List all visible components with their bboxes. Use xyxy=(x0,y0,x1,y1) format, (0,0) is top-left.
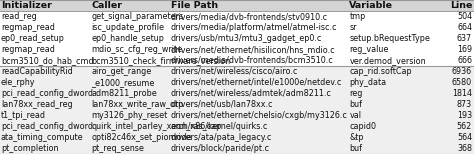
Text: my3126_phy_reset: my3126_phy_reset xyxy=(91,111,167,120)
Text: 564: 564 xyxy=(457,133,472,142)
Text: phy_data: phy_data xyxy=(349,78,386,87)
Bar xyxy=(0,110,474,121)
Text: 6936: 6936 xyxy=(452,67,472,76)
Text: tmp: tmp xyxy=(349,12,365,21)
Text: pci_read_config_dword: pci_read_config_dword xyxy=(1,122,93,131)
Text: drivers/net/wireless/admtek/adm8211.c: drivers/net/wireless/admtek/adm8211.c xyxy=(171,89,331,98)
Text: cap_rid.softCap: cap_rid.softCap xyxy=(349,67,412,76)
Text: buf: buf xyxy=(349,144,362,153)
Text: drivers/block/paride/pt.c: drivers/block/paride/pt.c xyxy=(171,144,270,153)
Bar xyxy=(0,44,474,55)
Text: drivers/net/usb/lan78xx.c: drivers/net/usb/lan78xx.c xyxy=(171,100,273,109)
Text: 666: 666 xyxy=(457,56,472,65)
Text: ata_timing_compute: ata_timing_compute xyxy=(1,133,83,142)
Text: read_reg: read_reg xyxy=(1,12,36,21)
Text: pt_completion: pt_completion xyxy=(1,144,58,153)
Text: get_signal_parameters: get_signal_parameters xyxy=(91,12,183,21)
Text: lan78xx_write_raw_otp: lan78xx_write_raw_otp xyxy=(91,100,183,109)
Text: drivers/usb/mtu3/mtu3_gadget_ep0.c: drivers/usb/mtu3/mtu3_gadget_ep0.c xyxy=(171,34,322,43)
Text: 1814: 1814 xyxy=(452,89,472,98)
Bar xyxy=(0,0,474,11)
Text: drivers/net/ethernet/intel/e1000e/netdev.c: drivers/net/ethernet/intel/e1000e/netdev… xyxy=(171,78,342,87)
Text: val: val xyxy=(349,111,361,120)
Bar xyxy=(0,143,474,154)
Text: drivers/media/platform/atmel/atmel-isc.c: drivers/media/platform/atmel/atmel-isc.c xyxy=(171,23,337,32)
Text: t1_tpi_read: t1_tpi_read xyxy=(1,111,46,120)
Text: 637: 637 xyxy=(457,34,472,43)
Bar xyxy=(0,77,474,88)
Bar xyxy=(0,99,474,110)
Text: ver.demod_version: ver.demod_version xyxy=(349,56,426,65)
Text: ep0_handle_setup: ep0_handle_setup xyxy=(91,34,164,43)
Bar xyxy=(0,121,474,132)
Bar xyxy=(0,88,474,99)
Text: mdio_sc_cfg_reg_write: mdio_sc_cfg_reg_write xyxy=(91,45,182,54)
Text: 504: 504 xyxy=(457,12,472,21)
Bar xyxy=(0,33,474,44)
Text: 562: 562 xyxy=(457,122,472,131)
Text: &tp: &tp xyxy=(349,133,364,142)
Bar xyxy=(0,22,474,33)
Text: capid0: capid0 xyxy=(349,122,376,131)
Text: drivers/net/ethernet/chelsio/cxgb/my3126.c: drivers/net/ethernet/chelsio/cxgb/my3126… xyxy=(171,111,347,120)
Text: arch/x86/kernel/quirks.c: arch/x86/kernel/quirks.c xyxy=(171,122,268,131)
Bar xyxy=(0,55,474,66)
Text: bcm3510_check_firmware_version: bcm3510_check_firmware_version xyxy=(91,56,230,65)
Text: regmap_read: regmap_read xyxy=(1,45,55,54)
Text: bcm3510_do_hab_cmd: bcm3510_do_hab_cmd xyxy=(1,56,93,65)
Text: File Path: File Path xyxy=(171,1,218,10)
Bar xyxy=(0,132,474,143)
Text: 368: 368 xyxy=(457,144,472,153)
Text: reg: reg xyxy=(349,89,363,98)
Text: airo_get_range: airo_get_range xyxy=(91,67,151,76)
Text: drivers/net/ethernet/hisilicon/hns_mdio.c: drivers/net/ethernet/hisilicon/hns_mdio.… xyxy=(171,45,335,54)
Text: ep0_read_setup: ep0_read_setup xyxy=(1,34,65,43)
Text: drivers/media/dvb-frontends/stv0910.c: drivers/media/dvb-frontends/stv0910.c xyxy=(171,12,328,21)
Text: isc_update_profile: isc_update_profile xyxy=(91,23,164,32)
Text: opti82c46x_set_piomode: opti82c46x_set_piomode xyxy=(91,133,191,142)
Text: Initializer: Initializer xyxy=(1,1,52,10)
Bar xyxy=(0,66,474,77)
Text: quirk_intel_parley_xeon_ras_cap: quirk_intel_parley_xeon_ras_cap xyxy=(91,122,221,131)
Text: drivers/media/dvb-frontends/bcm3510.c: drivers/media/dvb-frontends/bcm3510.c xyxy=(171,56,333,65)
Text: drivers/net/wireless/cisco/airo.c: drivers/net/wireless/cisco/airo.c xyxy=(171,67,298,76)
Text: buf: buf xyxy=(349,100,362,109)
Text: 169: 169 xyxy=(457,45,472,54)
Bar xyxy=(0,11,474,22)
Text: pt_req_sense: pt_req_sense xyxy=(91,144,144,153)
Text: lan78xx_read_reg: lan78xx_read_reg xyxy=(1,100,73,109)
Text: adm8211_probe: adm8211_probe xyxy=(91,89,157,98)
Text: 873: 873 xyxy=(457,100,472,109)
Text: Line: Line xyxy=(450,1,472,10)
Text: reg_value: reg_value xyxy=(349,45,389,54)
Text: regmap_read: regmap_read xyxy=(1,23,55,32)
Text: pci_read_config_dword: pci_read_config_dword xyxy=(1,89,93,98)
Text: 6580: 6580 xyxy=(452,78,472,87)
Text: drivers/ata/pata_legacy.c: drivers/ata/pata_legacy.c xyxy=(171,133,272,142)
Text: readCapabilityRid: readCapabilityRid xyxy=(1,67,73,76)
Text: 193: 193 xyxy=(457,111,472,120)
Text: Caller: Caller xyxy=(91,1,122,10)
Text: _e1000_resume: _e1000_resume xyxy=(91,78,155,87)
Text: sr: sr xyxy=(349,23,357,32)
Text: ele_rphy: ele_rphy xyxy=(1,78,36,87)
Text: 664: 664 xyxy=(457,23,472,32)
Text: setup.bRequestType: setup.bRequestType xyxy=(349,34,430,43)
Text: Variable: Variable xyxy=(349,1,393,10)
